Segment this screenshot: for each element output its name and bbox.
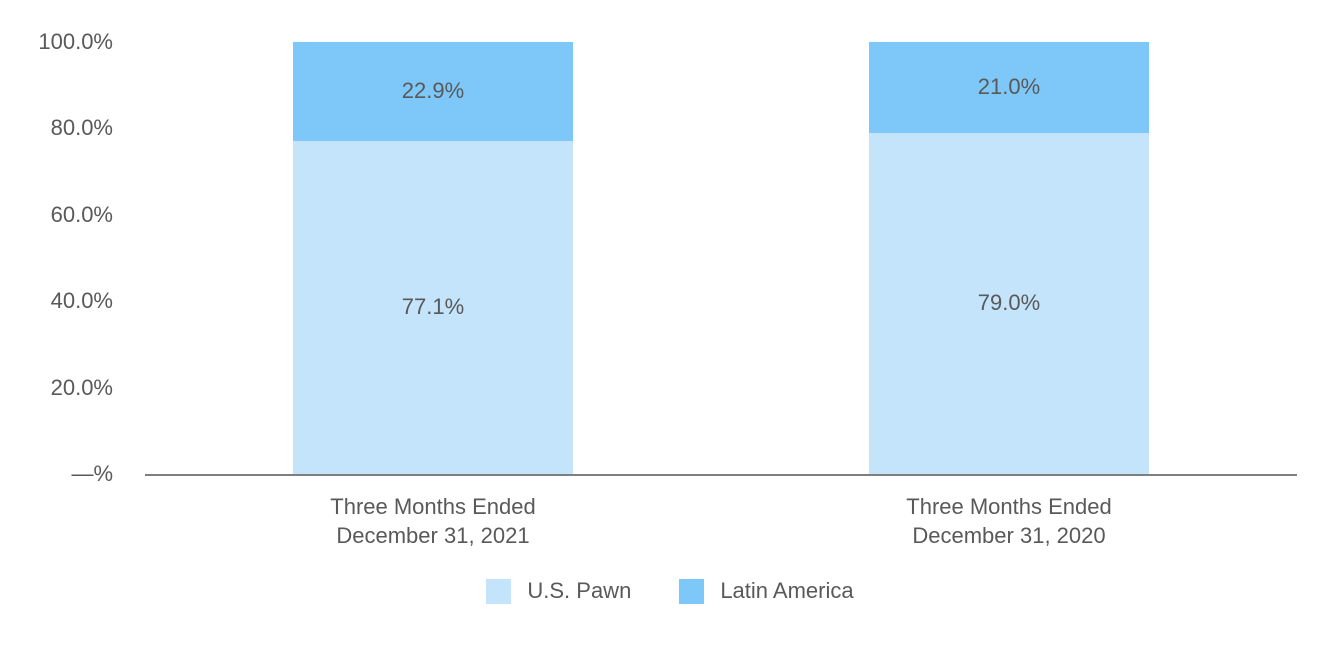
plot-area: 22.9% 77.1% 21.0% 79.0%	[145, 42, 1297, 476]
bar-segment-u-s-pawn: 79.0%	[869, 132, 1149, 474]
data-label: 21.0%	[977, 74, 1041, 100]
bar-segment-latin-america: 21.0%	[869, 42, 1149, 133]
y-tick-label: 20.0%	[50, 374, 113, 400]
bar-2: 21.0% 79.0%	[869, 42, 1149, 474]
y-tick-label: 60.0%	[50, 201, 113, 227]
x-category-line2: December 31, 2021	[336, 523, 530, 548]
x-category-label: Three Months Ended December 31, 2021	[233, 492, 633, 550]
y-tick-label: 80.0%	[50, 115, 113, 141]
bar-segment-u-s-pawn: 77.1%	[293, 140, 573, 474]
y-tick-label: —%	[71, 461, 113, 486]
data-label: 77.1%	[401, 294, 465, 320]
x-category-line1: Three Months Ended	[906, 494, 1112, 519]
data-label: 79.0%	[977, 290, 1041, 316]
legend-label: Latin America	[720, 578, 854, 603]
x-category-line2: December 31, 2020	[912, 523, 1106, 548]
x-category-label: Three Months Ended December 31, 2020	[809, 492, 1209, 550]
y-tick-label: 40.0%	[50, 288, 113, 314]
x-category-line1: Three Months Ended	[330, 494, 536, 519]
legend-item-latin-america: Latin America	[679, 578, 854, 604]
legend-label: U.S. Pawn	[527, 578, 632, 603]
bar-segment-latin-america: 22.9%	[293, 42, 573, 141]
legend-item-u-s-pawn: U.S. Pawn	[486, 578, 631, 604]
legend-swatch-icon	[486, 578, 512, 604]
legend-swatch-icon	[679, 578, 705, 604]
legend: U.S. Pawn Latin America	[0, 578, 1340, 604]
bar-1: 22.9% 77.1%	[293, 42, 573, 474]
data-label: 22.9%	[401, 78, 465, 104]
y-tick-label: 100.0%	[38, 29, 113, 54]
